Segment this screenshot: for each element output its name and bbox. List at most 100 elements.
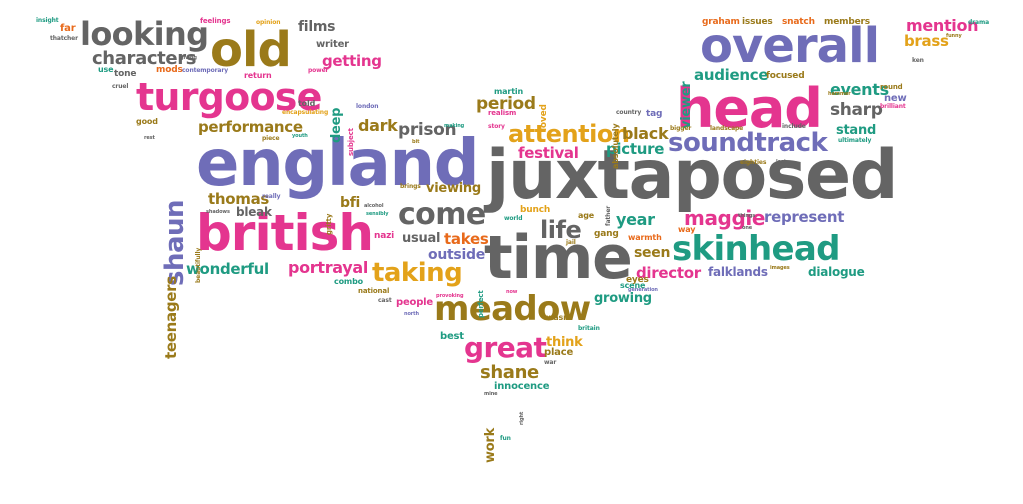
- word-period: period: [476, 94, 536, 114]
- word-wasn: wasn: [546, 313, 569, 322]
- word-audience: audience: [694, 66, 769, 84]
- word-come: come: [398, 197, 486, 232]
- word-stand: stand: [836, 123, 876, 138]
- word-right: right: [519, 411, 525, 425]
- word-taking: taking: [372, 258, 463, 288]
- word-world: world: [504, 215, 523, 222]
- word-tag: tag: [646, 109, 663, 119]
- word-life: life: [540, 216, 582, 244]
- word-images: images: [770, 265, 790, 271]
- word-teenagers: teenagers: [162, 276, 180, 359]
- word-eighties: eighties: [740, 159, 767, 166]
- word-national: national: [358, 287, 390, 295]
- word-bigger: bigger: [670, 125, 692, 132]
- word-north: north: [404, 311, 419, 317]
- word-now: now: [506, 289, 518, 295]
- word-brass: brass: [904, 32, 949, 50]
- word-father: father: [605, 205, 612, 226]
- word-place: place: [544, 347, 574, 358]
- word-innocence: innocence: [494, 381, 550, 392]
- word-combo: combo: [334, 277, 363, 286]
- word-bleak: bleak: [236, 205, 272, 219]
- word-head: head: [676, 77, 823, 140]
- word-mods: mods: [156, 65, 183, 75]
- word-falklands: falklands: [708, 265, 768, 279]
- word-writer: writer: [316, 39, 349, 50]
- word-think: think: [546, 335, 583, 350]
- word-graham: graham: [702, 17, 740, 27]
- word-far: far: [60, 23, 76, 34]
- word-picture: picture: [606, 140, 665, 158]
- word-best: best: [440, 331, 464, 342]
- word-snatch: snatch: [782, 17, 815, 27]
- word-told: told: [298, 99, 316, 108]
- word-realism: realism: [488, 109, 517, 117]
- word-perfect: perfect: [477, 290, 485, 318]
- word-eyes: eyes: [626, 275, 649, 285]
- word-festival: festival: [518, 144, 579, 162]
- word-london: london: [356, 103, 379, 110]
- word-getting: getting: [322, 52, 382, 70]
- word-films: films: [298, 19, 336, 35]
- word-funny: funny: [946, 33, 962, 39]
- word-hammer: hammer: [828, 91, 851, 97]
- word-portrayal: portrayal: [288, 258, 369, 277]
- word-jail: jail: [566, 239, 576, 246]
- word-landscape: landscape: [710, 125, 744, 132]
- word-performance: performance: [198, 118, 303, 136]
- word-great: great: [464, 331, 547, 364]
- word-piece: piece: [262, 135, 280, 142]
- word-country: country: [616, 109, 642, 116]
- word-generation: generation: [628, 287, 658, 293]
- word-age: age: [578, 211, 595, 220]
- word-absolutely: absolutely: [611, 123, 620, 169]
- word-usual: usual: [402, 231, 441, 246]
- word-mention: mention: [906, 16, 979, 35]
- word-way: way: [678, 225, 696, 234]
- word-shadows: shadows: [206, 209, 230, 215]
- word-bit: bit: [412, 139, 420, 145]
- word-brilliant: brilliant: [880, 103, 906, 110]
- word-beautifully: beautifully: [195, 247, 202, 283]
- word-insight: insight: [36, 17, 59, 24]
- word-growing: growing: [594, 291, 652, 306]
- word-thatcher: thatcher: [50, 35, 78, 42]
- word-war: war: [544, 359, 557, 366]
- word-rest: rest: [144, 135, 155, 141]
- word-members: members: [824, 17, 870, 27]
- word-youth: youth: [292, 133, 308, 139]
- word-contemporary: contemporary: [182, 67, 228, 74]
- word-prison: prison: [398, 120, 457, 140]
- word-maggie: maggie: [684, 206, 765, 230]
- word-viewer: viewer: [679, 81, 694, 129]
- word-lost: lost: [776, 159, 787, 165]
- word-nazi: nazi: [374, 231, 395, 241]
- word-really: really: [262, 193, 281, 200]
- word-wonderful: wonderful: [186, 260, 269, 278]
- word-seen: seen: [634, 245, 671, 261]
- word-gang: gang: [594, 229, 619, 239]
- word-sharp: sharp: [830, 100, 883, 120]
- word-one: one: [742, 225, 753, 231]
- word-making: making: [444, 123, 465, 129]
- word-soundtrack: soundtrack: [668, 128, 828, 158]
- word-tone: tone: [114, 69, 137, 79]
- word-brings: brings: [400, 183, 421, 190]
- word-provoking: provoking: [436, 293, 464, 299]
- word-viewing: viewing: [426, 181, 481, 196]
- word-focused: focused: [766, 71, 805, 81]
- word-opinion: opinion: [256, 19, 281, 26]
- word-bunch: bunch: [520, 205, 551, 215]
- word-ken: ken: [912, 57, 924, 64]
- word-britain: britain: [578, 325, 600, 332]
- word-subject: subject: [347, 128, 355, 156]
- word-good: good: [136, 117, 158, 126]
- word-time: time: [484, 223, 633, 293]
- word-old: old: [210, 22, 292, 78]
- word-include: include: [782, 123, 806, 130]
- word-loved: loved: [539, 104, 549, 131]
- word-sensibly: sensibly: [366, 211, 389, 217]
- word-warmth: warmth: [628, 233, 662, 242]
- word-alcohol: alcohol: [364, 203, 384, 209]
- word-mine: mine: [484, 391, 498, 397]
